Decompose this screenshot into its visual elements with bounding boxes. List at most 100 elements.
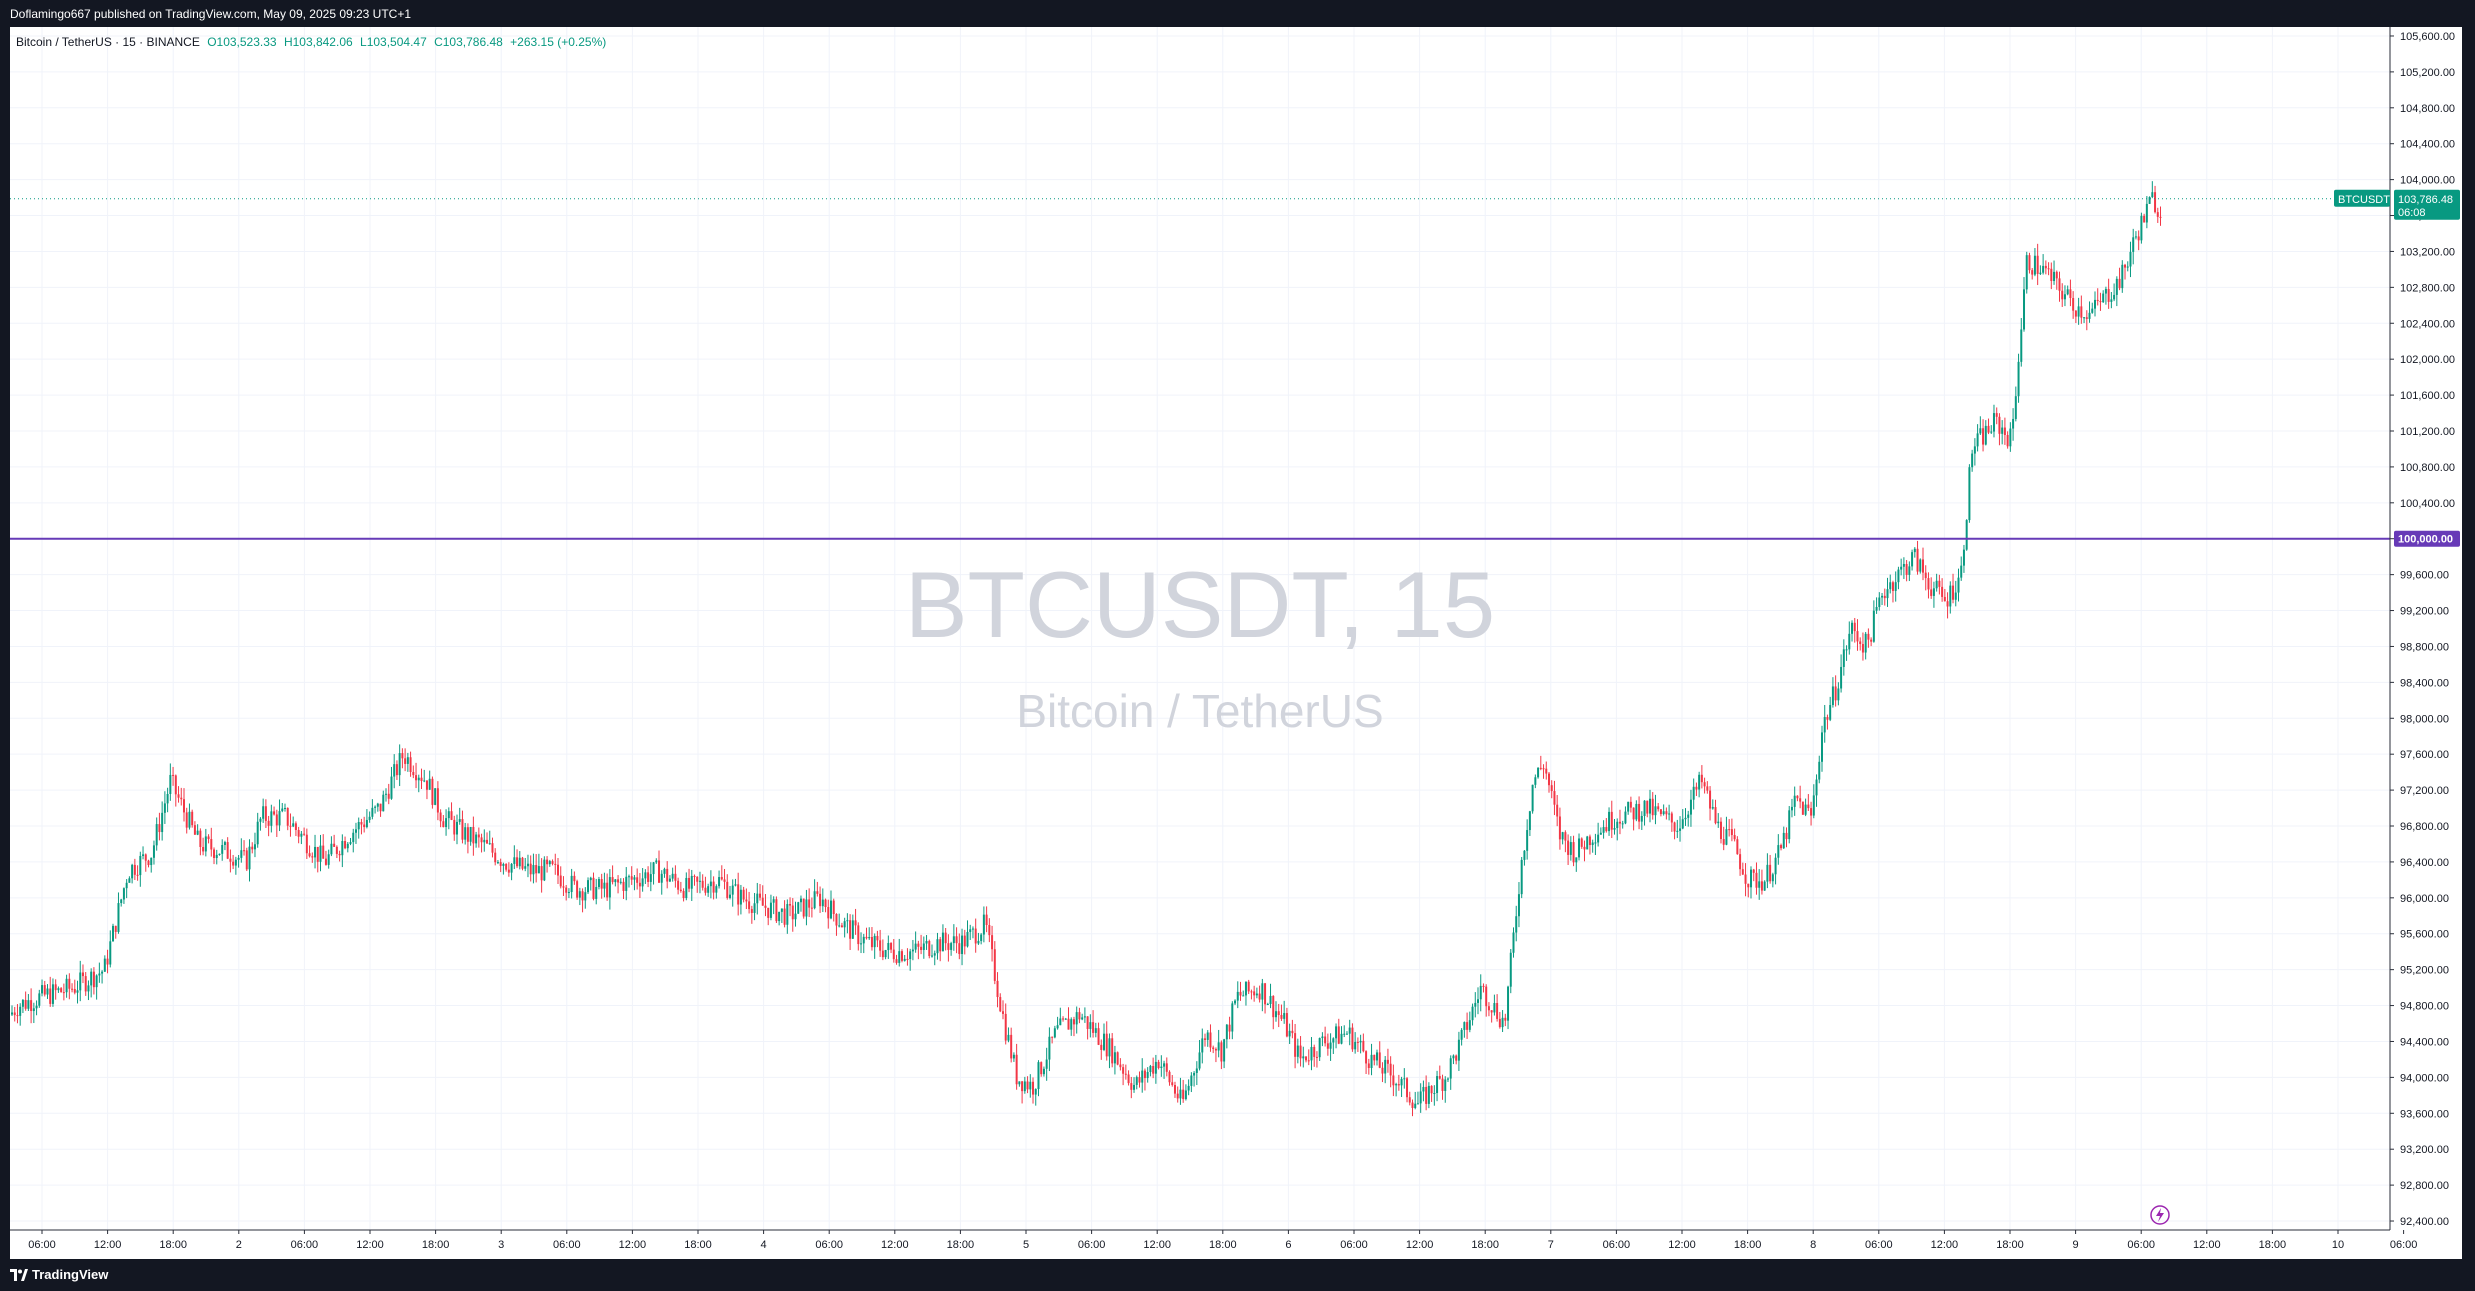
candle-body <box>1714 807 1717 824</box>
last-price-tag-bg <box>2394 189 2460 220</box>
time-tick-label: 12:00 <box>1931 1239 1959 1251</box>
chart-panel[interactable]: BTCUSDT, 15 Bitcoin / TetherUS 92,400.00 92… <box>10 27 2462 1259</box>
tradingview-logo[interactable]: TradingView <box>10 1267 108 1282</box>
candle-body <box>1427 1085 1430 1104</box>
candle-body <box>1078 1012 1081 1020</box>
candle-body <box>1823 717 1826 733</box>
candle-body <box>1392 1075 1395 1086</box>
candle-body <box>1163 1063 1166 1067</box>
candle-body <box>314 846 317 858</box>
candle-body <box>1244 981 1247 996</box>
candle-body <box>1856 631 1859 642</box>
candle-body <box>1564 832 1567 841</box>
price-tick-label: 94,400.00 <box>2400 1036 2449 1048</box>
candle-body <box>1064 1018 1067 1020</box>
time-tick-label: 12:00 <box>619 1239 647 1251</box>
candle-body <box>273 811 276 815</box>
candle-body <box>1567 840 1570 855</box>
time-tick-label: 12:00 <box>1668 1239 1696 1251</box>
candle-body <box>505 863 508 870</box>
candle-body <box>756 893 759 904</box>
candle-body <box>731 885 734 895</box>
price-tick-label: 92,400.00 <box>2400 1216 2449 1228</box>
candle-body <box>510 863 513 873</box>
candle-body <box>857 925 860 945</box>
candle-body <box>1083 1016 1086 1018</box>
candle-body <box>1072 1019 1075 1025</box>
candle-body <box>1468 1020 1471 1030</box>
candle-body <box>57 988 60 991</box>
countdown-label: 06:08 <box>2398 207 2426 219</box>
candle-body <box>1872 610 1875 642</box>
candle-body <box>876 935 879 941</box>
candle-body <box>1345 1033 1348 1035</box>
candle-body <box>357 822 360 830</box>
candle-body <box>338 853 341 856</box>
candle-body <box>1400 1078 1403 1086</box>
candle-body <box>764 905 767 908</box>
price-tick-label: 104,400.00 <box>2400 139 2455 151</box>
candle-body <box>1198 1052 1201 1069</box>
last-price-label: 103,786.48 <box>2398 194 2453 206</box>
candle-body <box>2036 255 2039 274</box>
candle-body <box>1100 1044 1103 1050</box>
candle-body <box>390 776 393 799</box>
candle-body <box>51 984 54 1004</box>
candle-body <box>1711 807 1714 809</box>
candle-body <box>1376 1052 1378 1061</box>
candle-body <box>368 816 371 820</box>
candle-body <box>1362 1040 1365 1052</box>
symbol-tag-bg <box>2334 189 2390 207</box>
candle-body <box>2072 298 2075 311</box>
candle-body <box>27 1000 30 1009</box>
candle-body <box>1572 842 1575 863</box>
candle-body <box>79 972 82 991</box>
candle-body <box>652 862 655 875</box>
candle-body <box>1812 795 1815 816</box>
candle-body <box>472 826 475 844</box>
candle-body <box>969 929 972 932</box>
candle-body <box>1902 563 1905 567</box>
candle-body <box>464 827 467 840</box>
candle-body <box>1739 854 1742 870</box>
candle-body <box>267 820 270 826</box>
candle-body <box>2069 289 2072 299</box>
candle-body <box>374 806 377 808</box>
time-tick-label: 18:00 <box>159 1239 187 1251</box>
candle-body <box>870 937 873 948</box>
time-tick-label: 7 <box>1548 1239 1554 1251</box>
candle-body <box>1302 1056 1305 1059</box>
candle-body <box>1935 580 1938 589</box>
candle-body <box>1804 804 1807 815</box>
candle-body <box>832 900 835 915</box>
candle-body <box>1608 811 1611 832</box>
candle-body <box>1528 811 1531 831</box>
candle-body <box>587 880 590 893</box>
candle-body <box>1422 1086 1425 1092</box>
time-tick-label: 12:00 <box>2193 1239 2221 1251</box>
legend-close: C103,786.48 <box>434 35 503 49</box>
candle-body <box>961 935 964 955</box>
candle-body <box>963 935 966 947</box>
candle-body <box>2033 255 2036 275</box>
candle-body <box>928 940 931 957</box>
candle-body <box>259 818 262 822</box>
time-tick-label: 4 <box>761 1239 767 1251</box>
candle-body <box>1897 569 1900 583</box>
candle-body <box>125 882 128 889</box>
candle-body <box>887 942 890 951</box>
candle-body <box>1605 827 1608 832</box>
candle-body <box>1010 1034 1013 1059</box>
candle-body <box>1790 806 1793 811</box>
candle-body <box>1810 808 1813 816</box>
candle-body <box>158 824 161 833</box>
price-tick-label: 99,200.00 <box>2400 606 2449 618</box>
candle-body <box>1973 446 1976 454</box>
candle-body <box>917 943 920 947</box>
candle-body <box>1116 1052 1119 1065</box>
candle-body <box>1594 842 1597 844</box>
candle-body <box>682 890 685 899</box>
candle-body <box>1960 565 1963 578</box>
candle-body <box>988 925 991 936</box>
